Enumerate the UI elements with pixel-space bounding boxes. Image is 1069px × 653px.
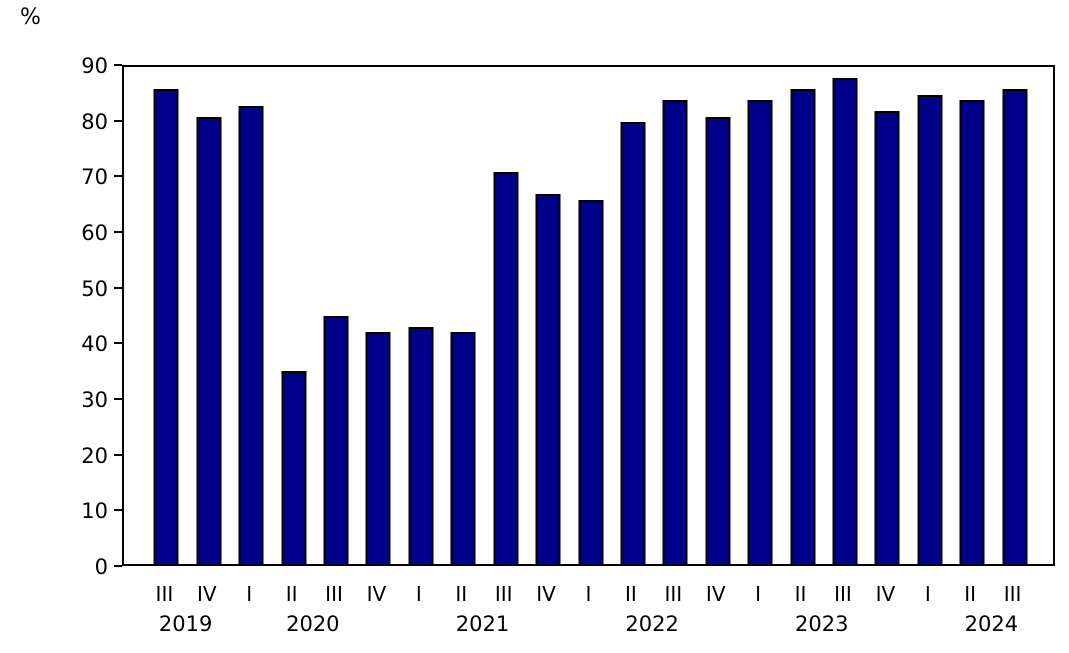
bar-2024-i bbox=[917, 94, 943, 564]
x-tick-label-2023-iv: IV bbox=[875, 582, 896, 606]
y-tick-60 bbox=[114, 231, 122, 233]
bar-2022-iv bbox=[705, 116, 731, 564]
plot-area bbox=[122, 65, 1055, 566]
x-tick-label-2022-iv: IV bbox=[705, 582, 726, 606]
y-tick-0 bbox=[114, 565, 122, 567]
y-tick-label-50: 50 bbox=[81, 276, 108, 301]
y-tick-label-90: 90 bbox=[81, 54, 108, 78]
bar-2023-ii bbox=[790, 89, 816, 564]
x-tick-label-2021-ii: II bbox=[455, 582, 468, 606]
y-tick-label-20: 20 bbox=[81, 443, 108, 468]
y-tick-20 bbox=[114, 453, 122, 456]
x-tick-label-2021-iii: III bbox=[494, 582, 513, 606]
y-tick-label-30: 30 bbox=[81, 388, 108, 412]
y-tick-label-0: 0 bbox=[94, 555, 108, 579]
x-year-label-2019: 2019 bbox=[158, 612, 213, 636]
bar-2022-i bbox=[578, 199, 603, 564]
x-tick-label-2023-ii: II bbox=[794, 582, 807, 606]
x-tick-label-2020-iv: IV bbox=[366, 582, 387, 606]
y-tick-label-60: 60 bbox=[81, 221, 108, 245]
bar-2021-i bbox=[408, 326, 434, 564]
bar-2024-ii bbox=[959, 100, 985, 564]
y-tick-label-70: 70 bbox=[81, 165, 108, 190]
x-tick-label-2022-i: I bbox=[585, 582, 592, 606]
x-tick-label-2020-ii: II bbox=[285, 582, 298, 606]
x-year-label-2022: 2022 bbox=[625, 612, 679, 636]
bar-2022-ii bbox=[620, 122, 646, 564]
y-tick-90 bbox=[114, 64, 122, 66]
x-tick-label-2021-i: I bbox=[415, 582, 422, 606]
y-tick-70 bbox=[114, 175, 122, 178]
x-tick-label-2024-i: I bbox=[924, 582, 931, 606]
x-tick-label-2021-iv: IV bbox=[536, 582, 556, 606]
y-tick-30 bbox=[114, 398, 122, 400]
x-tick-label-2023-i: I bbox=[755, 582, 762, 606]
bar-2019-iii bbox=[153, 89, 179, 564]
bar-2021-ii bbox=[450, 332, 476, 564]
bar-2023-i bbox=[747, 100, 773, 564]
bar-2020-ii bbox=[281, 370, 307, 564]
bar-2023-iv bbox=[874, 111, 900, 564]
x-tick-label-2019-iv: IV bbox=[197, 582, 217, 606]
bar-2020-iv bbox=[365, 332, 391, 564]
x-tick-label-2020-i: I bbox=[246, 582, 253, 606]
y-tick-50 bbox=[114, 286, 122, 289]
y-tick-10 bbox=[114, 509, 122, 512]
x-tick-label-2022-iii: III bbox=[664, 582, 683, 606]
y-tick-label-80: 80 bbox=[81, 109, 108, 134]
x-tick-label-2024-ii: II bbox=[964, 582, 977, 606]
y-tick-80 bbox=[114, 119, 122, 122]
bar-2020-iii bbox=[323, 315, 349, 564]
x-tick-label-2019-iii: III bbox=[155, 582, 174, 606]
y-tick-40 bbox=[114, 342, 122, 345]
bar-2024-iii bbox=[1002, 89, 1028, 564]
x-year-label-2023: 2023 bbox=[795, 612, 849, 636]
bar-2021-iv bbox=[535, 194, 561, 564]
x-tick-label-2022-ii: II bbox=[625, 582, 637, 606]
x-tick-label-2024-iii: III bbox=[1003, 582, 1022, 606]
bar-2022-iii bbox=[662, 100, 688, 564]
x-year-label-2020: 2020 bbox=[286, 612, 340, 636]
y-tick-label-40: 40 bbox=[81, 332, 108, 357]
x-tick-label-2020-iii: III bbox=[325, 582, 343, 606]
bar-2023-iii bbox=[832, 78, 858, 564]
bar-2020-i bbox=[238, 105, 264, 564]
y-axis-unit-label: % bbox=[20, 5, 41, 30]
y-tick-label-10: 10 bbox=[81, 499, 108, 524]
x-tick-label-2023-iii: III bbox=[834, 582, 852, 606]
bar-2021-iii bbox=[493, 171, 519, 564]
x-year-label-2021: 2021 bbox=[455, 612, 510, 636]
bar-2019-iv bbox=[196, 116, 222, 564]
x-year-label-2024: 2024 bbox=[964, 612, 1019, 636]
